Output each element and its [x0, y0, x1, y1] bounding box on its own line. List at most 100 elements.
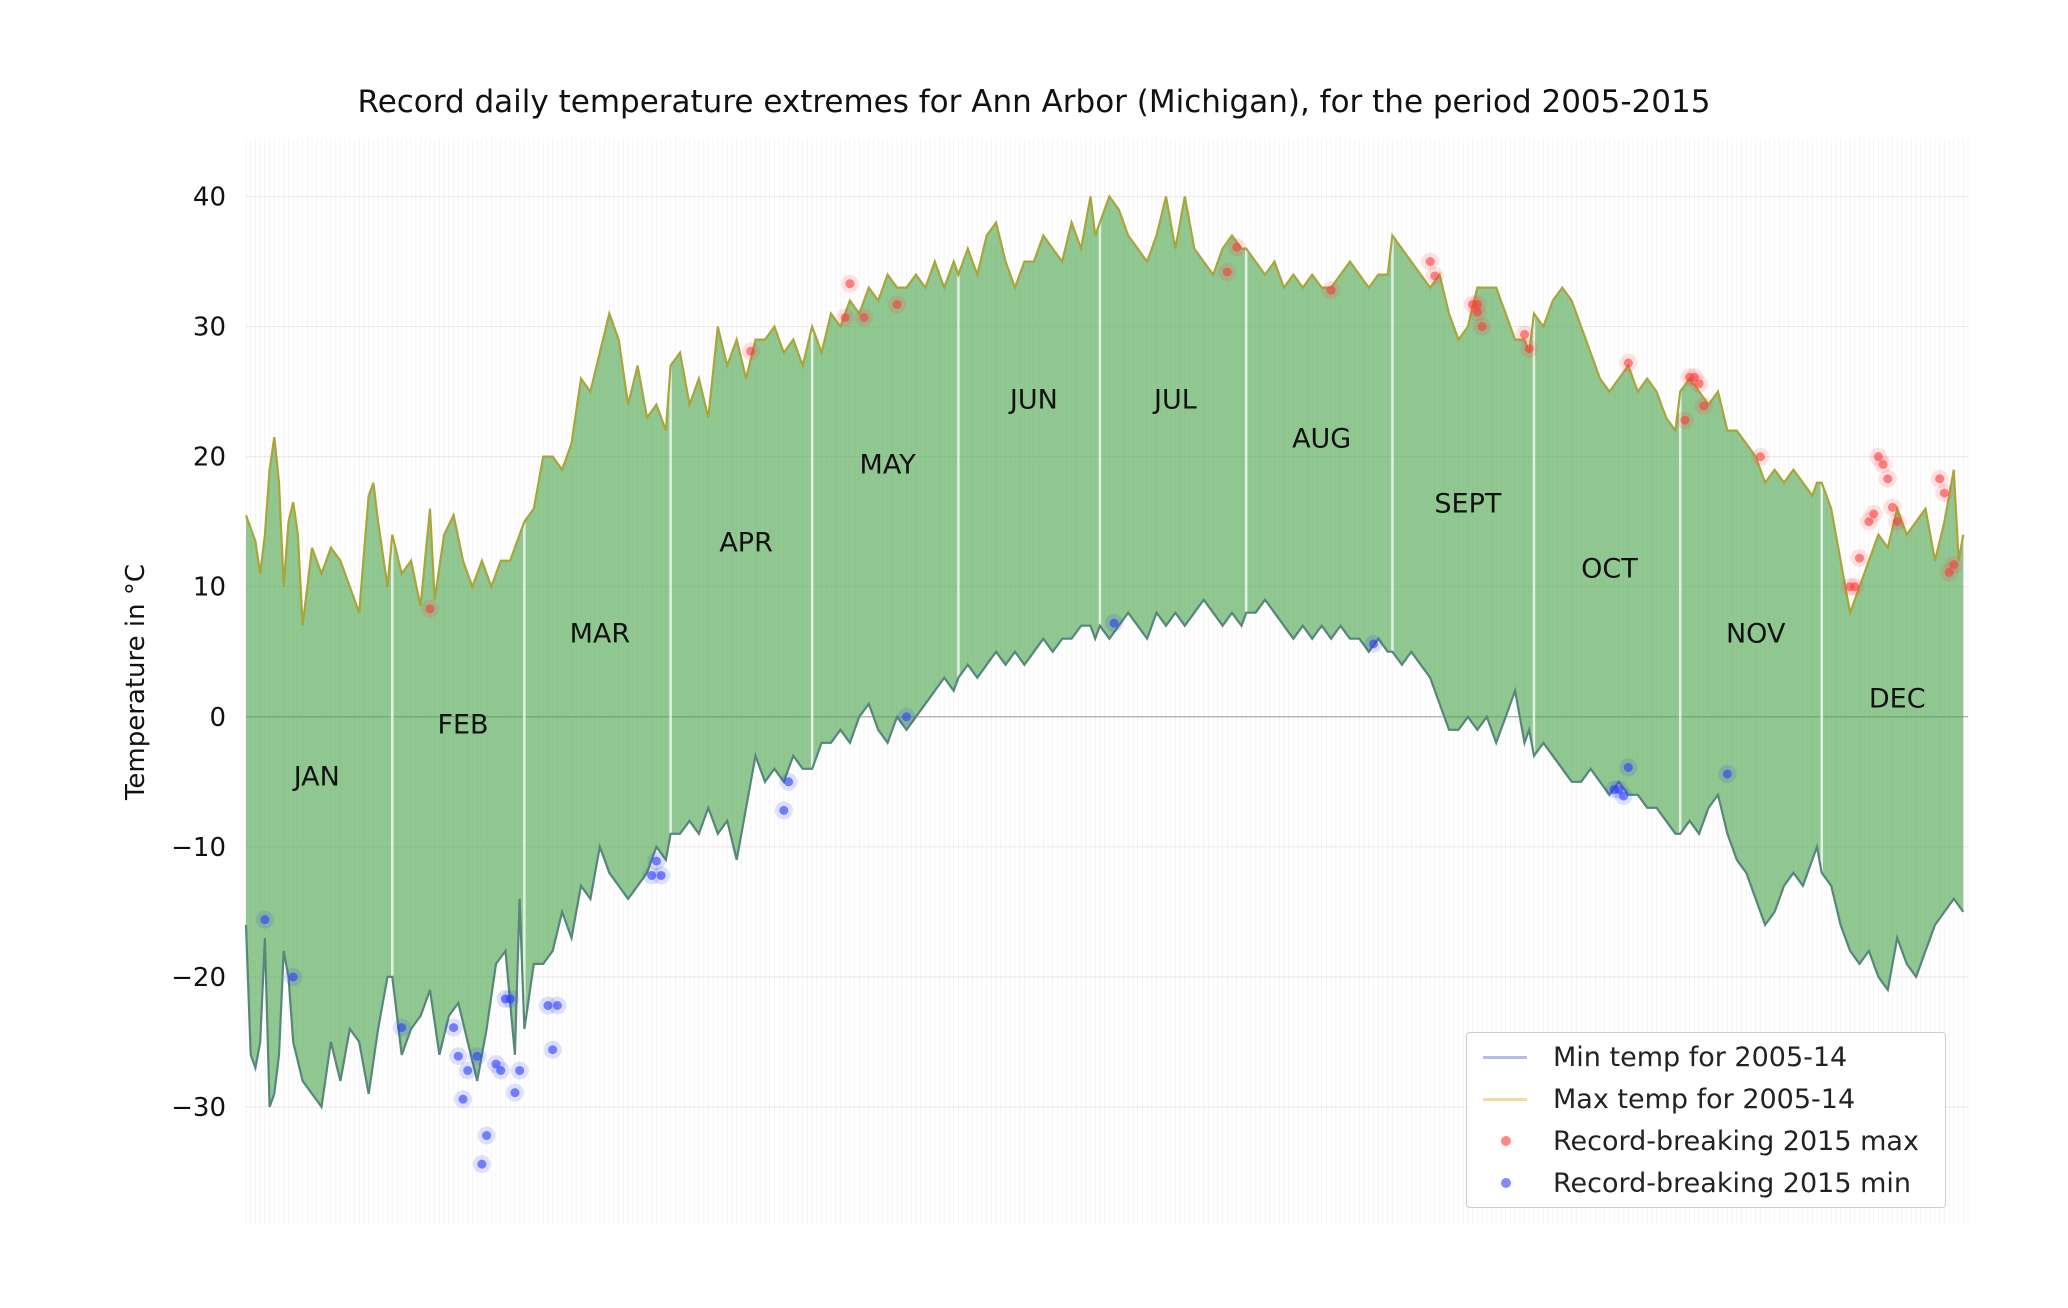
record-min-point: [463, 1066, 473, 1076]
y-tick-label: −10: [171, 833, 226, 863]
record-max-point: [746, 346, 756, 356]
record-max-point: [1472, 307, 1482, 317]
record-min-point: [482, 1131, 492, 1141]
record-max-point: [840, 312, 850, 322]
record-max-point: [1425, 257, 1435, 267]
y-tick-label: 40: [193, 183, 226, 213]
month-label: JUL: [1152, 385, 1197, 416]
record-min-point: [1623, 762, 1633, 772]
month-label: NOV: [1726, 619, 1786, 650]
series-lines: [244, 194, 1965, 1110]
month-label: OCT: [1581, 554, 1638, 585]
legend-item-min-line: Min temp for 2005-14: [1467, 1037, 1847, 1077]
record-max-point: [1524, 344, 1534, 354]
record-max-point: [1680, 415, 1690, 425]
month-label: APR: [719, 528, 773, 559]
record-min-point: [656, 870, 666, 880]
legend-line-icon: [1483, 1056, 1527, 1059]
record-max-point: [1873, 452, 1883, 462]
month-label: MAY: [860, 450, 917, 481]
record-max-point: [1222, 267, 1232, 277]
record-max-point: [892, 299, 902, 309]
month-label: MAR: [570, 619, 631, 650]
record-max-point: [1944, 567, 1954, 577]
record-min-point: [458, 1094, 468, 1104]
month-labels: JAN FEB MAR APR MAY JUN JUL AUG SEPT OCT NOV DEC: [292, 385, 1926, 793]
record-max-point: [1623, 358, 1633, 368]
record-max-point: [425, 604, 435, 614]
record-max-point: [859, 312, 869, 322]
legend-line-icon: [1483, 1098, 1527, 1101]
record-max-point: [1854, 553, 1864, 563]
month-label: DEC: [1869, 684, 1926, 715]
record-min-point: [1109, 618, 1119, 628]
y-axis-label: Temperature in °C: [121, 563, 151, 801]
y-tick-label: −20: [171, 963, 226, 993]
record-max-point: [1755, 452, 1765, 462]
record-min-point: [491, 1059, 501, 1069]
record-min-point: [449, 1023, 459, 1033]
legend-label: Min temp for 2005-14: [1553, 1041, 1848, 1073]
min-temp-line: [244, 597, 1965, 1110]
record-min-point: [1722, 769, 1732, 779]
month-label: SEPT: [1434, 489, 1501, 520]
record-min-point: [477, 1159, 487, 1169]
record-max-point: [845, 279, 855, 289]
record-max-point: [1869, 509, 1879, 519]
legend-dot-icon: [1501, 1136, 1511, 1146]
record-max-point: [1878, 459, 1888, 469]
legend: Min temp for 2005-14 Max temp for 2005-1…: [1466, 1032, 1946, 1208]
record-min-point: [543, 1000, 553, 1010]
record-min-point: [510, 1088, 520, 1098]
record-max-point: [1850, 582, 1860, 592]
record-min-point: [779, 805, 789, 815]
record-points: [255, 238, 1963, 1174]
record-min-point: [647, 870, 657, 880]
month-label: AUG: [1292, 424, 1351, 455]
chart-title: Record daily temperature extremes for An…: [357, 84, 1711, 120]
record-min-point: [472, 1051, 482, 1061]
record-max-point: [1949, 560, 1959, 570]
month-label: FEB: [437, 710, 488, 741]
legend-item-max-line: Max temp for 2005-14: [1467, 1079, 1855, 1119]
y-tick-label: −30: [171, 1093, 226, 1123]
legend-item-record-min: Record-breaking 2015 min: [1467, 1163, 1911, 1203]
record-max-point: [1232, 242, 1242, 252]
record-max-point: [1935, 474, 1945, 484]
record-min-point: [496, 1066, 506, 1076]
record-max-point: [1888, 502, 1898, 512]
record-min-point: [260, 915, 270, 925]
record-max-point: [1689, 372, 1699, 382]
legend-dot-icon: [1501, 1178, 1511, 1188]
record-max-point: [1864, 517, 1874, 527]
record-max-point: [1699, 401, 1709, 411]
month-label: JUN: [1008, 385, 1058, 416]
month-label: JAN: [292, 762, 340, 793]
record-min-point: [288, 972, 298, 982]
record-min-point: [397, 1023, 407, 1033]
record-max-point: [1883, 474, 1893, 484]
record-min-point: [784, 777, 794, 787]
record-min-point: [548, 1045, 558, 1055]
record-min-point: [1369, 639, 1379, 649]
record-min-point: [1619, 791, 1629, 801]
record-max-point: [1892, 517, 1902, 527]
record-min-point: [1614, 785, 1624, 795]
y-tick-label: 20: [193, 443, 226, 473]
legend-label: Max temp for 2005-14: [1553, 1083, 1856, 1115]
record-max-point: [1472, 299, 1482, 309]
y-tick-label: 10: [193, 573, 226, 603]
record-max-point: [1694, 379, 1704, 389]
y-tick-label: 0: [209, 703, 226, 733]
y-axis-ticks: −30 −20 −10 0 10 20 30 40: [171, 183, 226, 1123]
record-max-point: [1939, 488, 1949, 498]
record-max-point: [1520, 329, 1530, 339]
y-tick-label: 30: [193, 313, 226, 343]
record-min-point: [505, 994, 515, 1004]
record-min-point: [651, 856, 661, 866]
record-max-point: [1326, 285, 1336, 295]
record-min-point: [453, 1051, 463, 1061]
record-max-point: [1477, 322, 1487, 332]
record-min-point: [515, 1066, 525, 1076]
legend-label: Record-breaking 2015 max: [1553, 1125, 1919, 1157]
